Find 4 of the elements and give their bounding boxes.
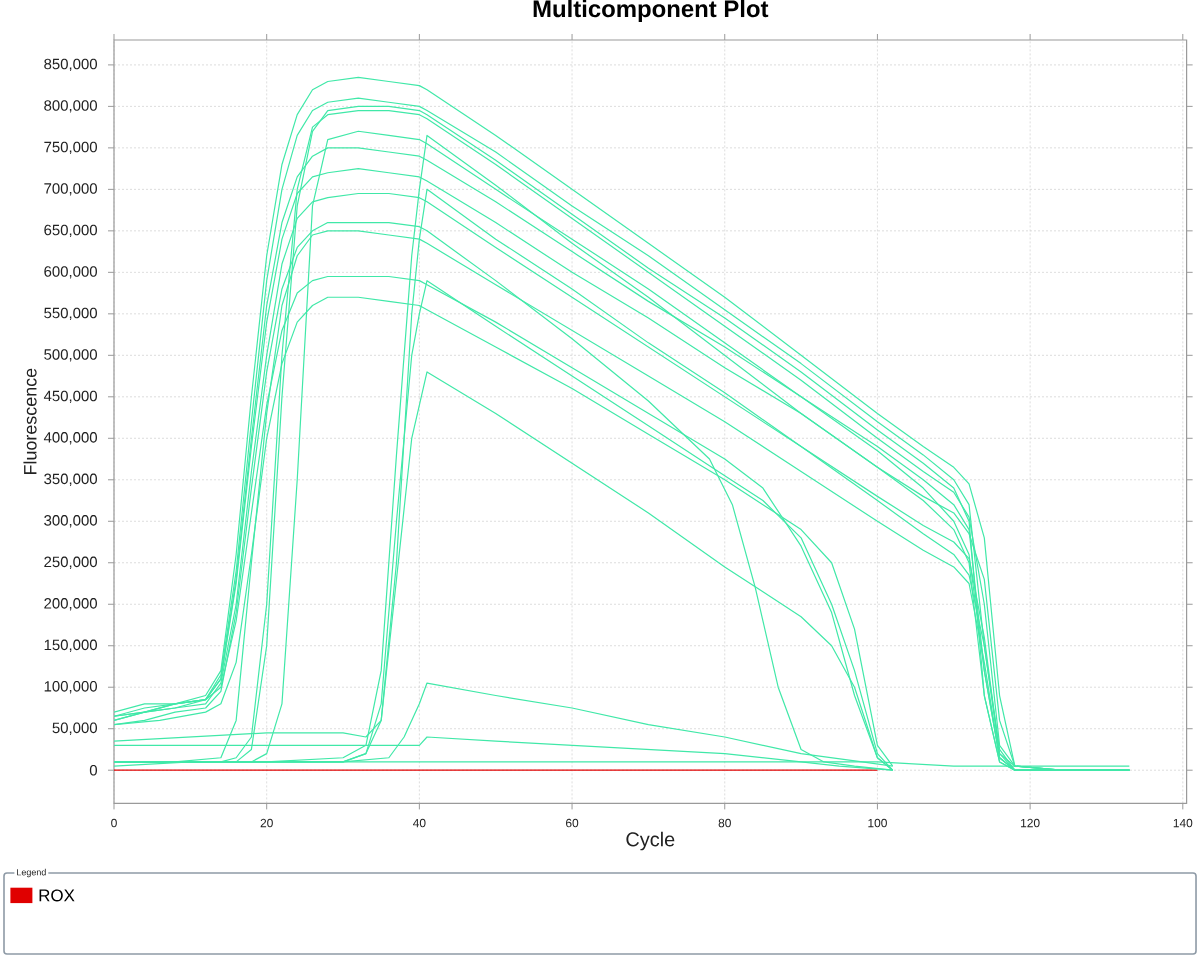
chart-title: Multicomponent Plot: [533, 0, 769, 23]
y-axis-title: Fluorescence: [23, 368, 37, 475]
x-axis-title: Cycle: [626, 831, 675, 851]
legend-label: ROX: [39, 889, 75, 902]
